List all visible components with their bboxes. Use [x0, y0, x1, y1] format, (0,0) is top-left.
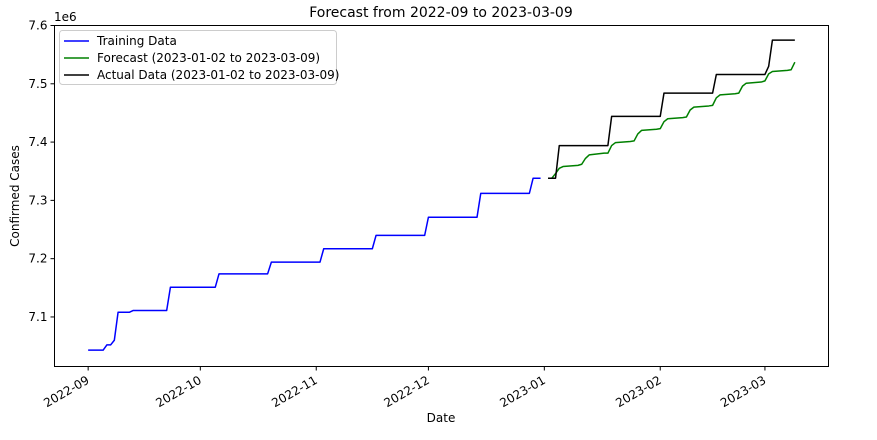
plot-lines [88, 39, 796, 351]
plot-frame [54, 25, 829, 367]
series-line-1 [548, 61, 796, 179]
legend-label: Actual Data (2023-01-02 to 2023-03-09) [97, 68, 339, 82]
x-tick-label: 2022-12 [381, 373, 431, 410]
y-axis-label: Confirmed Cases [8, 145, 22, 247]
chart-title: Forecast from 2022-09 to 2023-03-09 [309, 5, 573, 21]
y-tick-label: 7.6 [28, 19, 47, 33]
y-tick-label: 7.4 [28, 135, 47, 149]
series-line-2 [548, 39, 795, 179]
x-tick-label: 2022-09 [41, 373, 91, 410]
series-line-0 [88, 177, 541, 351]
legend: Training Data Forecast (2023-01-02 to 202… [59, 30, 339, 85]
y-axis-offset-label: 1e6 [54, 10, 77, 24]
legend-label: Training Data [96, 34, 177, 48]
y-tick-label: 7.2 [28, 252, 47, 266]
x-tick-label: 2023-02 [613, 373, 663, 410]
x-tick-label: 2022-11 [269, 373, 319, 410]
x-tick-label: 2023-03 [718, 373, 768, 410]
y-tick-label: 7.1 [28, 310, 47, 324]
legend-box [59, 30, 337, 85]
y-tick-label: 7.5 [28, 77, 47, 91]
legend-label: Forecast (2023-01-02 to 2023-03-09) [97, 51, 320, 65]
y-axis-ticks: 7.1 7.2 7.3 7.4 7.5 7.6 [28, 19, 55, 324]
x-axis-label: Date [427, 411, 456, 425]
x-tick-label: 2022-10 [153, 373, 203, 410]
y-tick-label: 7.3 [28, 193, 47, 207]
x-tick-label: 2023-01 [497, 373, 547, 410]
x-axis-ticks: 2022-09 2022-10 2022-11 2022-12 2023-01 2023-… [41, 366, 768, 410]
